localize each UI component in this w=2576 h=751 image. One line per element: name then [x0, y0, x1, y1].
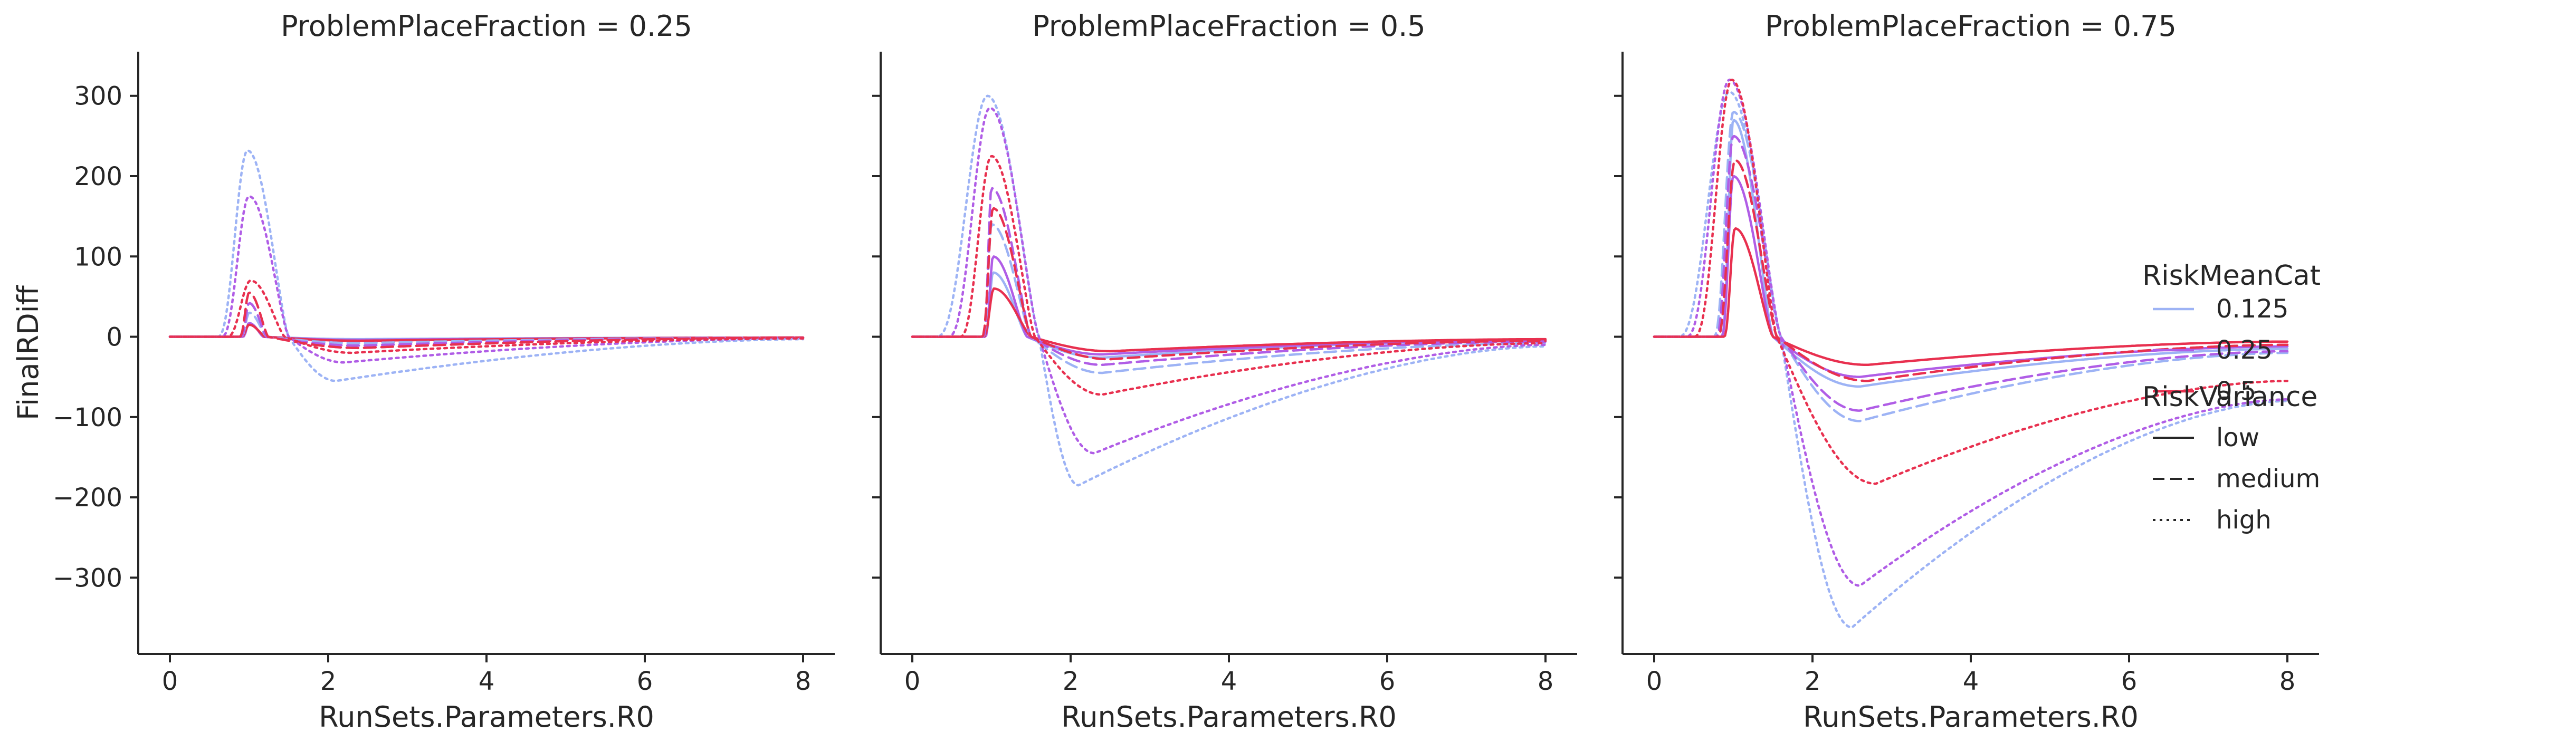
panel-3: ProblemPlaceFraction = 0.75 0 2 4 6 8 RunSets.… — [1614, 9, 2319, 734]
y-axis-label: FinalRDiff — [12, 284, 45, 420]
panel-title: ProblemPlaceFraction = 0.75 — [1765, 9, 2177, 43]
series-line-risk-0.125-high — [168, 149, 805, 382]
y-tick-label: 200 — [74, 162, 122, 191]
chart-panels: ProblemPlaceFraction = 0.25 0 2 4 6 8 −300 −200… — [12, 9, 2319, 734]
series-group — [911, 94, 1547, 487]
panel-2: ProblemPlaceFraction = 0.5 0 2 4 6 8 RunSets.P… — [872, 9, 1577, 734]
x-tick-label: 2 — [1063, 667, 1079, 696]
series-line-risk-0.25-high — [911, 107, 1547, 455]
legend-label: low — [2216, 423, 2259, 452]
y-tick-label: −100 — [53, 403, 122, 432]
series-line-risk-0.5-low — [911, 287, 1547, 353]
x-tick-label: 8 — [1538, 667, 1554, 696]
series-line-risk-0.5-high — [168, 279, 805, 354]
series-group — [168, 149, 805, 382]
x-axis-label: RunSets.Parameters.R0 — [1803, 700, 2139, 734]
x-tick-label: 6 — [1379, 667, 1396, 696]
x-tick-label: 4 — [1221, 667, 1237, 696]
x-tick-label: 6 — [637, 667, 653, 696]
series-line-risk-0.5-medium — [911, 207, 1547, 361]
legend-title-hue: RiskMeanCat — [2142, 260, 2321, 292]
panel-1: ProblemPlaceFraction = 0.25 0 2 4 6 8 −300 −200… — [12, 9, 835, 734]
y-tick-label: −300 — [53, 563, 122, 593]
series-line-risk-0.25-medium — [1653, 134, 2289, 412]
y-tick-label: 300 — [74, 82, 122, 111]
legend-label: 0.25 — [2216, 335, 2273, 365]
panel-title: ProblemPlaceFraction = 0.5 — [1032, 9, 1425, 43]
x-tick-label: 4 — [1963, 667, 1979, 696]
series-line-risk-0.5-high — [911, 155, 1547, 396]
x-tick-label: 2 — [1805, 667, 1821, 696]
legend-label: 0.5 — [2216, 377, 2256, 406]
legend-label: high — [2216, 505, 2272, 535]
x-tick-label: 2 — [320, 667, 337, 696]
x-tick-label: 8 — [795, 667, 812, 696]
y-tick-label: 0 — [106, 323, 122, 352]
x-axis-label: RunSets.Parameters.R0 — [1061, 700, 1397, 734]
series-line-risk-0.125-medium — [911, 223, 1547, 374]
x-tick-label: 6 — [2121, 667, 2138, 696]
x-tick-label: 4 — [479, 667, 495, 696]
x-axis-label: RunSets.Parameters.R0 — [319, 700, 654, 734]
legend-label: medium — [2216, 464, 2320, 494]
x-tick-label: 0 — [904, 667, 921, 696]
series-line-risk-0.5-low — [1653, 227, 2289, 367]
x-tick-label: 0 — [1646, 667, 1663, 696]
series-line-risk-0.5-medium — [1653, 159, 2289, 382]
y-tick-label: −200 — [53, 483, 122, 513]
x-tick-label: 0 — [162, 667, 178, 696]
legend-title-style: RiskVariance — [2142, 381, 2317, 413]
series-line-risk-0.125-high — [911, 94, 1547, 487]
y-tick-label: 100 — [74, 242, 122, 272]
x-tick-label: 8 — [2279, 667, 2296, 696]
series-group — [1653, 79, 2289, 629]
legend-label: 0.125 — [2216, 294, 2288, 324]
panel-title: ProblemPlaceFraction = 0.25 — [281, 9, 692, 43]
series-line-risk-0.25-high — [1653, 79, 2289, 587]
